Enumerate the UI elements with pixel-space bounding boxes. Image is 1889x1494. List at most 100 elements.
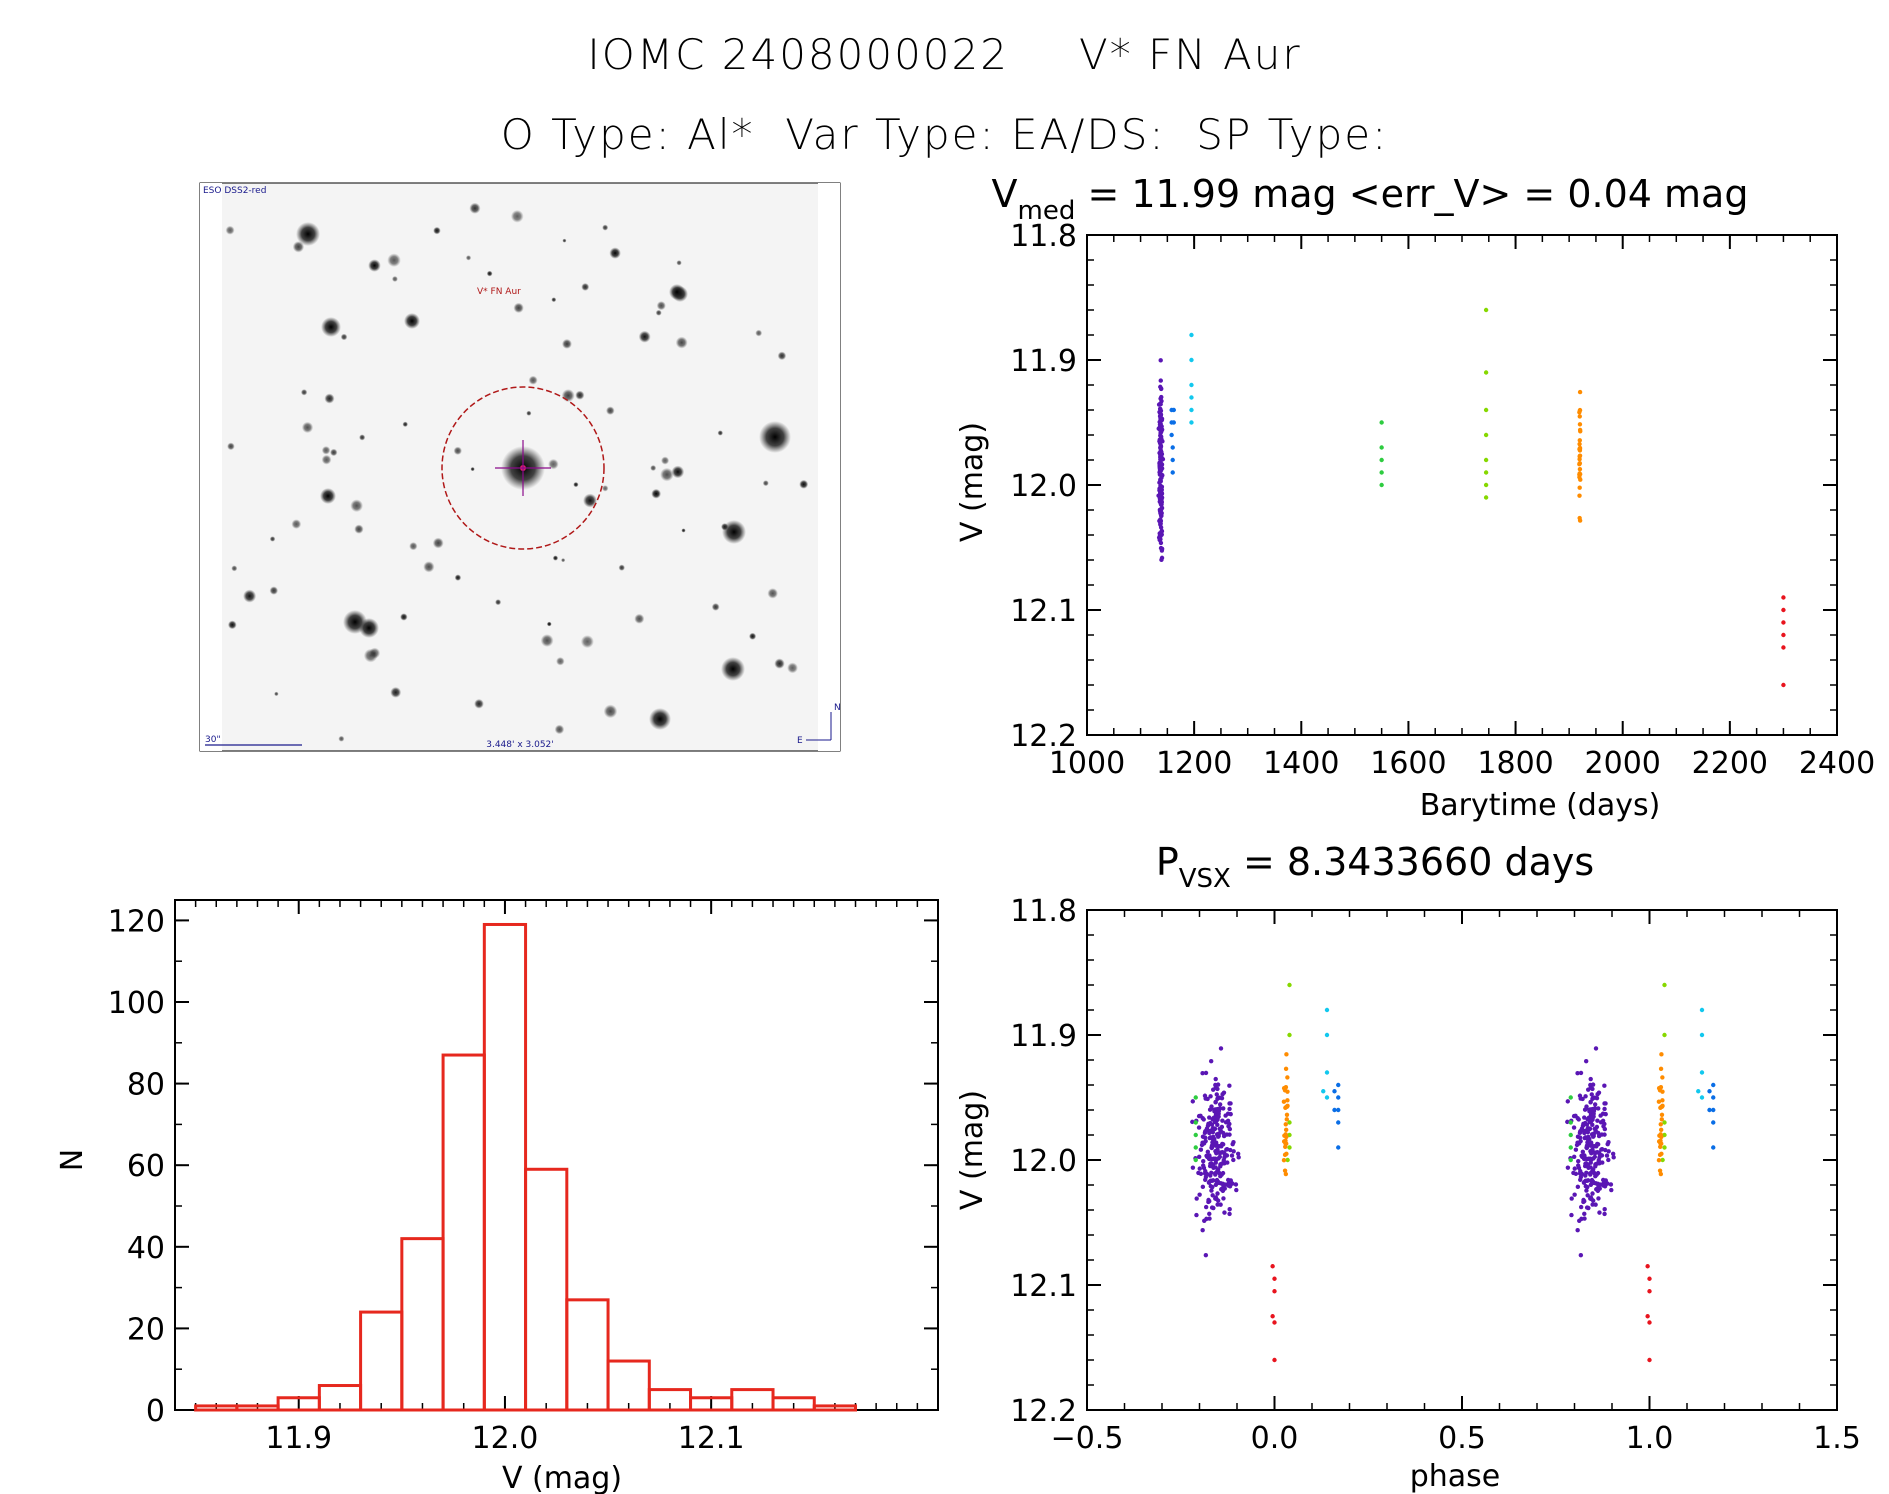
star xyxy=(583,493,598,508)
data-point-group4 xyxy=(1379,482,1384,488)
data-point-group1 xyxy=(1158,417,1163,422)
data-point-group1 xyxy=(1190,1099,1195,1104)
target-label: V* FN Aur xyxy=(477,287,521,297)
data-point-group7 xyxy=(1647,1320,1652,1325)
data-point-group1 xyxy=(1577,1171,1583,1176)
data-point-group1 xyxy=(1203,1252,1209,1258)
star xyxy=(661,456,670,465)
data-point-group1 xyxy=(1210,1162,1216,1167)
data-point-group1 xyxy=(1206,1121,1211,1127)
data-point-group1 xyxy=(1210,1130,1216,1135)
star xyxy=(274,691,279,697)
data-point-group1 xyxy=(1589,1092,1594,1097)
data-point-group6 xyxy=(1577,441,1582,447)
data-point-group1 xyxy=(1581,1156,1587,1162)
star xyxy=(400,613,408,621)
data-point-group4 xyxy=(1193,1120,1198,1125)
data-point-group1 xyxy=(1224,1147,1229,1152)
star xyxy=(359,618,379,638)
data-point-group2 xyxy=(1332,1107,1337,1113)
data-point-group1 xyxy=(1215,1143,1221,1149)
x-tick-label: 2000 xyxy=(1585,746,1661,781)
data-point-group1 xyxy=(1575,1140,1580,1145)
data-point-group1 xyxy=(1588,1082,1593,1088)
data-point-group1 xyxy=(1210,1117,1215,1122)
data-point-group4 xyxy=(1568,1120,1573,1125)
data-point-group1 xyxy=(1602,1206,1607,1212)
data-point-group2 xyxy=(1711,1082,1716,1088)
data-point-group1 xyxy=(1211,1178,1216,1183)
star xyxy=(660,467,674,482)
data-point-group1 xyxy=(1571,1170,1576,1176)
data-point-group1 xyxy=(1590,1191,1595,1196)
data-point-group6 xyxy=(1577,410,1582,415)
data-point-group3 xyxy=(1324,1070,1330,1075)
data-point-group1 xyxy=(1158,384,1163,390)
histogram-bar xyxy=(441,1053,486,1412)
data-point-group1 xyxy=(1213,1076,1218,1082)
data-point-group5 xyxy=(1287,1120,1292,1125)
star xyxy=(470,466,475,472)
fov-label: 3.448' x 3.052' xyxy=(486,740,554,750)
data-point-group1 xyxy=(1602,1083,1607,1088)
data-point-group1 xyxy=(1575,1071,1580,1076)
data-point-group1 xyxy=(1577,1135,1583,1140)
star xyxy=(301,421,314,434)
finder-image: ESO DSS2-red V* FN Aur 30" 3.448' x 3.05… xyxy=(199,182,841,752)
y-tick-label: 12.2 xyxy=(1010,719,1077,754)
data-point-group6 xyxy=(1578,477,1583,482)
data-point-group1 xyxy=(1215,1191,1220,1196)
phased-axes: −0.5 0.0 0.5 1.0 1.5 11.8 11.9 12.0 12.1 12.2 xyxy=(1010,894,1861,1456)
data-point-group1 xyxy=(1602,1126,1608,1132)
phased-ylabel: V (mag) xyxy=(955,1090,990,1210)
data-point-group1 xyxy=(1203,1070,1209,1076)
star xyxy=(338,735,345,742)
data-point-group6 xyxy=(1577,457,1582,462)
star xyxy=(759,421,791,453)
data-point-group1 xyxy=(1594,1144,1599,1149)
data-point-group1 xyxy=(1584,1143,1590,1148)
star xyxy=(391,275,398,282)
data-point-group1 xyxy=(1596,1182,1601,1188)
data-point-group1 xyxy=(1596,1106,1601,1111)
lightcurve-title-sub: med xyxy=(1018,196,1076,226)
star xyxy=(561,558,566,563)
data-point-group1 xyxy=(1227,1206,1232,1212)
data-point-group1 xyxy=(1585,1130,1591,1135)
data-point-group2 xyxy=(1711,1107,1716,1113)
data-point-group7 xyxy=(1270,1264,1275,1269)
data-point-group6 xyxy=(1281,1099,1287,1104)
star xyxy=(603,704,618,719)
data-point-group1 xyxy=(1588,1171,1593,1176)
data-point-group1 xyxy=(1578,1177,1583,1182)
x-tick-label: 1800 xyxy=(1477,746,1553,781)
data-point-group7 xyxy=(1781,607,1786,613)
star xyxy=(651,488,662,499)
data-point-group1 xyxy=(1594,1124,1600,1130)
data-point-group1 xyxy=(1203,1128,1209,1133)
star xyxy=(292,241,305,253)
data-point-group2 xyxy=(1711,1095,1716,1100)
data-point-group1 xyxy=(1576,1159,1581,1164)
data-point-group1 xyxy=(1575,1228,1580,1233)
data-point-group6 xyxy=(1577,493,1582,498)
data-point-group1 xyxy=(1603,1178,1608,1183)
data-point-group1 xyxy=(1227,1083,1232,1088)
data-point-group1 xyxy=(1606,1157,1611,1163)
data-point-group4 xyxy=(1568,1132,1573,1138)
data-point-group1 xyxy=(1573,1113,1578,1118)
data-point-group1 xyxy=(1203,1177,1208,1182)
y-tick-label: 80 xyxy=(127,1068,165,1103)
data-point-group1 xyxy=(1590,1143,1596,1149)
data-point-group1 xyxy=(1211,1205,1216,1211)
data-point-group6 xyxy=(1284,1104,1289,1110)
data-point-group7 xyxy=(1272,1320,1277,1325)
y-tick-label: 40 xyxy=(127,1231,165,1266)
star xyxy=(671,465,685,479)
data-point-group6 xyxy=(1659,1112,1665,1118)
star xyxy=(720,523,729,531)
north-label: N xyxy=(834,703,841,713)
data-point-group1 xyxy=(1213,1165,1218,1170)
data-point-group1 xyxy=(1565,1099,1570,1104)
data-point-group6 xyxy=(1281,1139,1287,1144)
